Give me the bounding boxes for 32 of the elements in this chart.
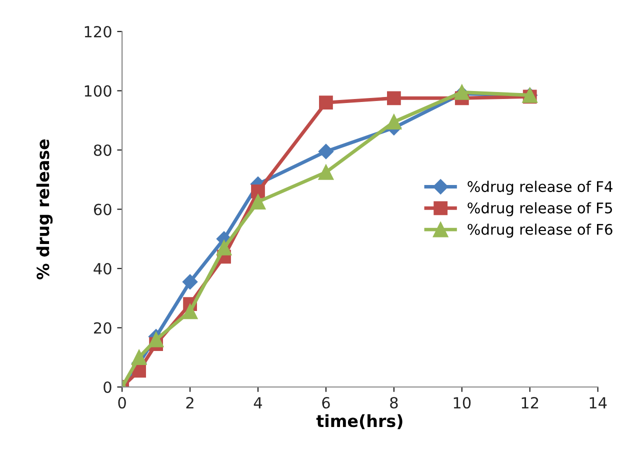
x-tick-label: 10 bbox=[454, 396, 471, 409]
point bbox=[318, 144, 334, 160]
y-tick-label: 60 bbox=[94, 204, 112, 216]
x-tick-label: 6 bbox=[322, 396, 330, 409]
point bbox=[251, 184, 265, 198]
y-tick-label: 120 bbox=[84, 26, 112, 38]
legend-label: %drug release of F6 bbox=[468, 224, 612, 238]
point bbox=[386, 114, 402, 130]
y-tick-label: 0 bbox=[104, 381, 112, 394]
x-axis-title: time(hrs) bbox=[316, 414, 402, 430]
point bbox=[216, 240, 232, 256]
point bbox=[131, 350, 147, 366]
point bbox=[250, 194, 266, 210]
y-tick-label: 100 bbox=[84, 85, 112, 97]
y-tick-label: 40 bbox=[94, 262, 112, 275]
point bbox=[182, 304, 198, 320]
y-axis-title: % drug release bbox=[36, 139, 53, 280]
point bbox=[319, 96, 333, 110]
x-tick-label: 0 bbox=[118, 396, 126, 409]
x-tick-label: 2 bbox=[186, 396, 194, 408]
legend-label: %drug release of F4 bbox=[468, 180, 612, 195]
point bbox=[148, 332, 164, 348]
x-tick-label: 8 bbox=[390, 396, 398, 409]
y-tick-label: 80 bbox=[94, 144, 112, 156]
y-tick-label: 20 bbox=[94, 322, 112, 334]
x-tick-label: 4 bbox=[254, 397, 262, 408]
legend-label: %drug release of F5 bbox=[468, 202, 612, 216]
point bbox=[182, 274, 198, 290]
x-tick-label: 12 bbox=[522, 396, 538, 408]
point bbox=[386, 91, 401, 106]
x-tick-label: 14 bbox=[590, 397, 607, 408]
point bbox=[318, 164, 334, 180]
